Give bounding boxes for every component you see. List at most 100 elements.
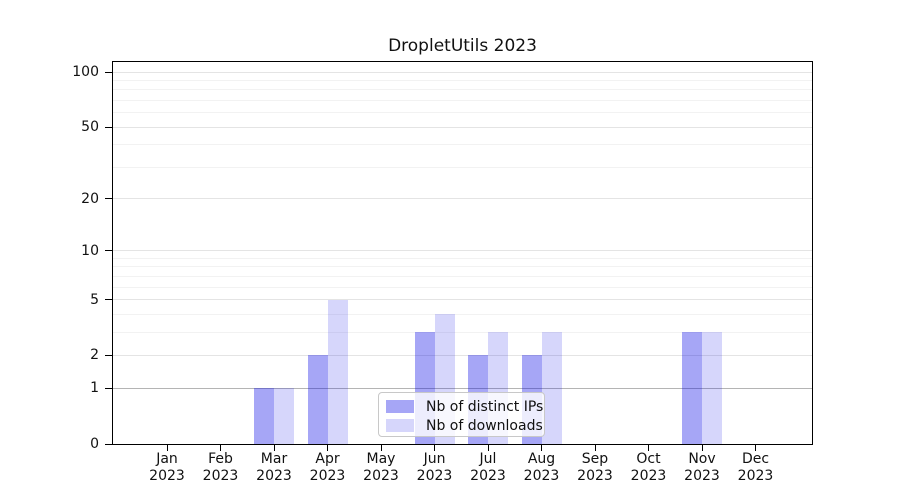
chart-title: DropletUtils 2023 (388, 36, 537, 56)
minor-gridline (113, 89, 812, 91)
x-tick-label-may: May 2023 (349, 451, 413, 485)
x-tick-year: 2023 (256, 468, 292, 484)
major-gridline (113, 126, 812, 128)
x-tick-month: Feb (208, 451, 233, 467)
x-tick-mark (273, 444, 275, 451)
y-tick-mark (105, 198, 112, 200)
x-tick-year: 2023 (523, 468, 560, 484)
x-tick-mark (648, 444, 649, 451)
x-tick-month: May (366, 451, 396, 467)
x-tick-mark (594, 444, 596, 451)
x-tick-year: 2023 (363, 468, 399, 484)
x-tick-year: 2023 (202, 468, 239, 484)
bar-distinct-ips-mar (254, 388, 274, 444)
x-tick-mark (166, 444, 168, 451)
major-gridline (113, 250, 812, 252)
bar-downloads-mar (274, 388, 294, 444)
x-tick-month: Aug (527, 451, 556, 467)
minor-gridline (113, 257, 812, 259)
y-tick-mark (105, 126, 112, 128)
y-tick-mark (105, 354, 112, 356)
x-tick-year: 2023 (470, 468, 506, 484)
minor-gridline (113, 100, 812, 101)
x-tick-year: 2023 (416, 468, 453, 484)
major-gridline (113, 299, 812, 301)
x-tick-label-nov: Nov 2023 (670, 451, 734, 485)
x-tick-year: 2023 (630, 468, 667, 484)
y-tick-mark (105, 71, 112, 73)
x-tick-month: Dec (741, 451, 770, 467)
legend-row: Nb of downloads (386, 416, 544, 435)
minor-gridline (113, 144, 812, 146)
x-tick-mark (755, 444, 756, 451)
minor-gridline (113, 275, 812, 277)
x-tick-label-mar: Mar 2023 (242, 451, 306, 485)
x-tick-month: Sep (581, 451, 609, 467)
x-tick-label-feb: Feb 2023 (189, 451, 253, 485)
x-tick-month: Nov (688, 451, 716, 467)
y-tick-label: 20 (81, 190, 99, 207)
x-tick-mark (541, 444, 542, 451)
minor-gridline (113, 266, 812, 268)
bar-downloads-apr (327, 299, 348, 444)
legend-swatch-downloads (386, 419, 414, 432)
x-tick-mark (220, 444, 221, 451)
y-tick-label: 2 (90, 347, 99, 364)
y-tick-mark (105, 299, 112, 301)
x-tick-label-sep: Sep 2023 (563, 451, 627, 485)
bar-distinct-ips-nov (682, 332, 702, 444)
x-tick-month: Apr (315, 451, 340, 467)
plot-area: Nb of distinct IPs Nb of downloads (112, 61, 813, 445)
baseline-gridline (113, 387, 812, 389)
x-tick-mark (434, 444, 435, 451)
legend: Nb of distinct IPs Nb of downloads (378, 392, 545, 437)
y-tick-label: 100 (72, 64, 99, 81)
legend-label-distinct-ips: Nb of distinct IPs (426, 398, 544, 415)
major-gridline (113, 71, 812, 73)
minor-gridline (113, 112, 812, 114)
y-tick-label: 5 (90, 291, 99, 308)
x-tick-label-jan: Jan 2023 (135, 451, 199, 485)
x-tick-year: 2023 (309, 468, 346, 484)
x-tick-year: 2023 (577, 468, 613, 484)
x-tick-mark (380, 444, 382, 451)
x-tick-label-apr: Apr 2023 (296, 451, 360, 485)
bar-downloads-nov (702, 332, 722, 444)
x-tick-label-oct: Oct 2023 (617, 451, 681, 485)
x-tick-year: 2023 (737, 468, 774, 484)
major-gridline (113, 198, 812, 200)
minor-gridline (113, 286, 812, 288)
legend-row: Nb of distinct IPs (386, 397, 544, 416)
y-tick-label: 1 (90, 380, 99, 397)
x-tick-mark (487, 444, 489, 451)
x-tick-month: Oct (636, 451, 661, 467)
y-tick-label: 50 (81, 119, 99, 136)
x-tick-label-jun: Jun 2023 (403, 451, 467, 485)
x-tick-mark (701, 444, 703, 451)
bar-distinct-ips-apr (307, 355, 328, 444)
minor-gridline (113, 313, 812, 315)
legend-label-downloads: Nb of downloads (426, 417, 543, 434)
y-tick-mark (105, 250, 112, 252)
bar-downloads-aug (541, 332, 562, 444)
legend-swatch-distinct-ips (386, 400, 414, 413)
x-tick-month: Mar (260, 451, 288, 467)
major-gridline (113, 354, 812, 356)
x-tick-month: Jul (479, 451, 497, 467)
y-tick-label: 10 (81, 242, 99, 259)
minor-gridline (113, 166, 812, 168)
x-tick-label-dec: Dec 2023 (724, 451, 788, 485)
x-tick-month: Jan (156, 451, 178, 467)
minor-gridline (113, 80, 812, 81)
x-tick-month: Jun (423, 451, 446, 467)
y-tick-label: 0 (90, 436, 99, 452)
x-tick-mark (327, 444, 328, 451)
y-tick-mark (105, 443, 112, 445)
x-tick-label-aug: Aug 2023 (510, 451, 574, 485)
x-tick-label-jul: Jul 2023 (456, 451, 520, 485)
x-tick-year: 2023 (684, 468, 720, 484)
x-tick-year: 2023 (149, 468, 185, 484)
y-tick-mark (105, 387, 112, 389)
minor-gridline (113, 331, 812, 333)
